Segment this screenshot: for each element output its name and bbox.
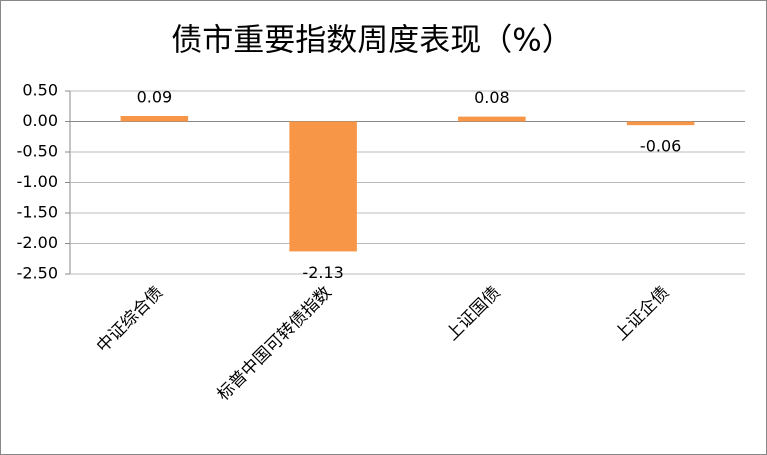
- value-label: -0.06: [640, 137, 681, 156]
- bar: [120, 116, 189, 122]
- y-tick-label: -2.00: [17, 233, 58, 252]
- y-tick-label: 0.50: [22, 81, 58, 100]
- bar: [458, 116, 526, 122]
- bar: [626, 121, 695, 126]
- y-tick-label: -1.50: [17, 203, 58, 222]
- value-label: 0.09: [137, 88, 173, 107]
- y-tick-label: -1.00: [17, 172, 58, 191]
- y-tick-label: 0.00: [22, 111, 58, 130]
- y-tick-label: -0.50: [17, 142, 58, 161]
- value-label: -2.13: [302, 263, 343, 282]
- value-label: 0.08: [474, 88, 510, 107]
- bar: [289, 121, 357, 252]
- chart-title: 债市重要指数周度表现（%）: [171, 23, 572, 59]
- y-tick-label: -2.50: [17, 264, 58, 283]
